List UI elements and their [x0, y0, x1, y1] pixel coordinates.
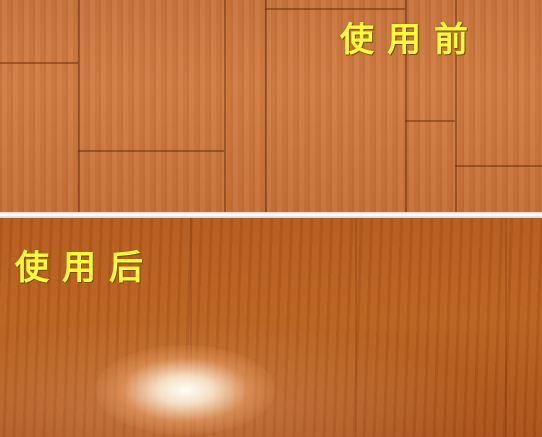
plank-seam: [0, 62, 78, 64]
light-reflection: [95, 345, 275, 435]
plank-seam: [265, 0, 267, 213]
panel-divider: [0, 212, 542, 218]
plank-seam: [405, 120, 455, 122]
before-caption: 使用前: [340, 20, 481, 60]
plank-seam: [78, 0, 80, 213]
plank-seam: [505, 218, 507, 437]
plank-seam: [78, 150, 224, 152]
plank-seam: [265, 8, 405, 10]
floor-before-photo: [0, 0, 542, 213]
plank-seam: [405, 0, 407, 213]
plank-seam: [455, 165, 542, 167]
plank-seam: [355, 218, 357, 437]
plank-seam: [455, 0, 457, 213]
after-caption: 使用后: [15, 248, 156, 288]
plank-seam: [224, 0, 226, 213]
plank-seam: [190, 218, 192, 437]
floor-sheen: [0, 300, 542, 437]
